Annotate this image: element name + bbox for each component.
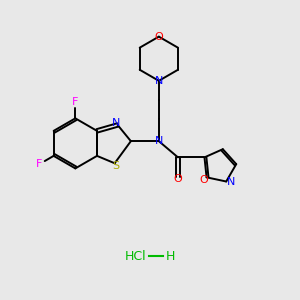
- Text: N: N: [154, 76, 163, 86]
- Text: O: O: [199, 175, 208, 185]
- Text: HCl: HCl: [124, 250, 146, 262]
- Text: N: N: [112, 118, 120, 128]
- Text: O: O: [154, 32, 163, 42]
- Text: F: F: [36, 159, 42, 169]
- Text: N: N: [154, 136, 163, 146]
- Text: N: N: [226, 176, 235, 187]
- Text: O: O: [174, 174, 182, 184]
- Text: H: H: [166, 250, 175, 262]
- Text: F: F: [72, 97, 79, 106]
- Text: S: S: [112, 161, 120, 171]
